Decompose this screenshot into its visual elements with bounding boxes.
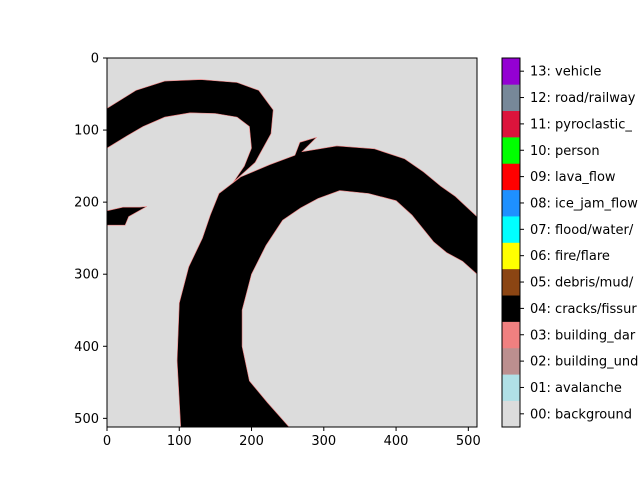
x-tick-label: 500 xyxy=(456,434,481,449)
x-tick-label: 300 xyxy=(311,434,336,449)
legend-swatch xyxy=(502,374,520,401)
legend-swatch xyxy=(502,242,520,270)
y-tick-label: 400 xyxy=(74,340,99,355)
legend-colorbar: 00: background 01: avalanche 02: building_… xyxy=(501,57,638,428)
legend-swatch xyxy=(502,58,520,85)
legend-swatch xyxy=(502,400,520,428)
y-tick-label: 100 xyxy=(74,124,99,139)
legend-label: 00: background xyxy=(530,407,632,422)
legend-label: 01: avalanche xyxy=(530,381,622,396)
legend-swatch xyxy=(502,347,520,375)
legend-swatch xyxy=(502,189,520,217)
colorbar-frame xyxy=(501,57,521,428)
legend-swatch xyxy=(502,321,520,349)
crack-regions xyxy=(107,79,477,427)
legend-label: 05: debris/mud/ xyxy=(530,276,634,291)
legend-label: 07: flood/water/ xyxy=(530,223,634,238)
y-axis: 0 100 200 300 400 500 xyxy=(74,52,107,427)
crack-region-1 xyxy=(107,79,274,183)
crack-region-3 xyxy=(176,137,477,427)
y-tick-label: 200 xyxy=(74,196,99,211)
legend-label: 12: road/railway xyxy=(530,91,636,106)
segmentation-map-plot: 0 100 200 300 400 500 0 100 200 300 400 500 xyxy=(74,52,481,450)
legend-swatch xyxy=(502,137,520,164)
y-tick-label: 500 xyxy=(74,412,99,427)
x-tick-label: 0 xyxy=(103,434,111,449)
legend-swatch xyxy=(502,216,520,243)
legend-swatch xyxy=(502,295,520,322)
legend-swatch xyxy=(502,163,520,191)
legend-label: 09: lava_flow xyxy=(530,170,616,185)
crack-region-2 xyxy=(107,206,147,226)
x-axis: 0 100 200 300 400 500 xyxy=(103,427,481,449)
legend-label: 13: vehicle xyxy=(530,65,601,80)
legend-label: 02: building_und xyxy=(530,355,638,370)
legend-swatch xyxy=(502,84,520,112)
legend-label: 03: building_dar xyxy=(530,328,636,343)
x-tick-label: 200 xyxy=(239,434,264,449)
legend-label: 10: person xyxy=(530,144,600,159)
legend-label: 06: fire/flare xyxy=(530,249,610,264)
legend-swatch xyxy=(502,110,520,138)
plot-frame xyxy=(106,57,478,428)
y-tick-label: 0 xyxy=(91,52,99,67)
legend-swatch xyxy=(502,268,520,296)
x-tick-label: 400 xyxy=(384,434,409,449)
legend-label: 04: cracks/fissur xyxy=(530,302,637,317)
x-tick-label: 100 xyxy=(167,434,192,449)
legend-label: 08: ice_jam_flow xyxy=(530,196,638,211)
plot-background xyxy=(107,58,477,427)
y-tick-label: 300 xyxy=(74,268,99,283)
legend-label: 11: pyroclastic_ xyxy=(530,117,632,132)
